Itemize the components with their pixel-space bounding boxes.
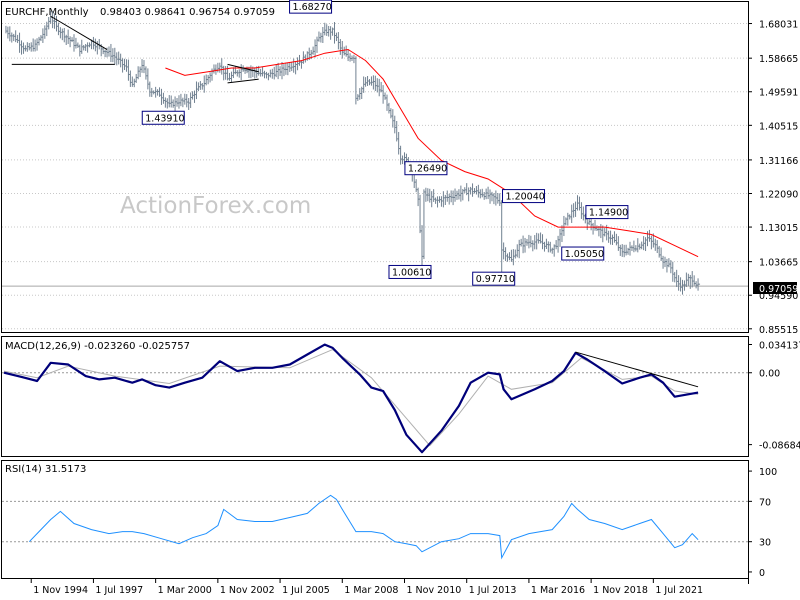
price-tick-label: 1.68031 [759, 20, 798, 31]
price-level-label: 1.00610 [392, 267, 431, 278]
price-level-label-box [388, 264, 432, 279]
macd-panel-frame [1, 336, 749, 457]
macd-tick-label: -0.086849 [759, 441, 800, 452]
x-tick-label: 1 Nov 1994 [33, 585, 88, 596]
rsi-panel-frame [1, 460, 749, 579]
x-tick-label: 1 Nov 2010 [406, 585, 461, 596]
price-tick-label: 1.58665 [759, 54, 798, 65]
price-level-label-box [289, 0, 333, 14]
price-tick-label: 1.03665 [759, 258, 798, 269]
price-level-label: 1.43910 [145, 113, 184, 124]
macd-signal-line [3, 349, 699, 447]
x-tick-label: 1 Nov 2002 [220, 585, 275, 596]
price-level-label: 1.14900 [589, 208, 628, 219]
price-tick-label: 0.85515 [759, 325, 798, 336]
x-tick-label: 1 Nov 2018 [593, 585, 648, 596]
x-tick-label: 1 Mar 2016 [531, 585, 585, 596]
macd-trendline [575, 351, 699, 388]
x-tick-label: 1 Jul 2021 [655, 585, 703, 596]
x-tick-label: 1 Mar 2008 [344, 585, 398, 596]
price-trendline [227, 78, 259, 84]
price-level-label: 1.20040 [506, 192, 545, 203]
symbol-text: EURCHF,Monthly [5, 7, 89, 18]
price-tick-label: 1.13015 [759, 223, 798, 234]
price-level-label-box [561, 246, 605, 261]
price-level-label-box [141, 110, 185, 125]
price-trendline [227, 63, 259, 73]
price-trendline [50, 15, 108, 50]
price-level-label: 1.05050 [565, 249, 604, 260]
price-level-label-box [404, 161, 448, 176]
price-level-label-box [502, 189, 546, 204]
macd-title: MACD(12,26,9) -0.023260 -0.025757 [5, 341, 190, 352]
macd-line [3, 343, 699, 454]
price-tick-label: 1.49591 [759, 88, 798, 99]
macd-tick-label: 0.034137 [759, 340, 800, 351]
current-price-tag [753, 282, 797, 294]
watermark-text: ActionForex.com [120, 193, 311, 219]
price-level-label: 0.97710 [476, 274, 515, 285]
rsi-tick-label: 0 [759, 568, 765, 579]
price-tick-label: 0.94590 [759, 291, 798, 302]
rsi-tick-label: 70 [759, 497, 771, 508]
price-tick-label: 1.22090 [759, 189, 798, 200]
rsi-line [28, 494, 699, 560]
moving-average-line [165, 48, 699, 258]
x-tick-label: 1 Mar 2000 [158, 585, 212, 596]
x-tick-label: 1 Jul 2005 [282, 585, 330, 596]
price-level-label: 1.26490 [408, 164, 447, 175]
price-level-label-box [585, 205, 629, 220]
rsi-tick-label: 100 [759, 467, 777, 478]
price-level-label: 1.68270 [293, 2, 332, 13]
price-panel-frame [1, 1, 749, 333]
rsi-title: RSI(14) 31.5173 [5, 464, 86, 475]
x-tick-label: 1 Jul 1997 [95, 585, 143, 596]
ohlc-text: 0.98403 0.98641 0.96754 0.97059 [100, 7, 275, 18]
price-tick-label: 1.40515 [759, 121, 798, 132]
macd-tick-label: 0.00 [759, 369, 780, 380]
x-tick-label: 1 Jul 2013 [469, 585, 517, 596]
price-level-label-box [472, 271, 516, 286]
rsi-tick-label: 30 [759, 538, 771, 549]
current-price-label: 0.97059 [759, 284, 798, 295]
price-tick-label: 1.31166 [759, 156, 798, 167]
